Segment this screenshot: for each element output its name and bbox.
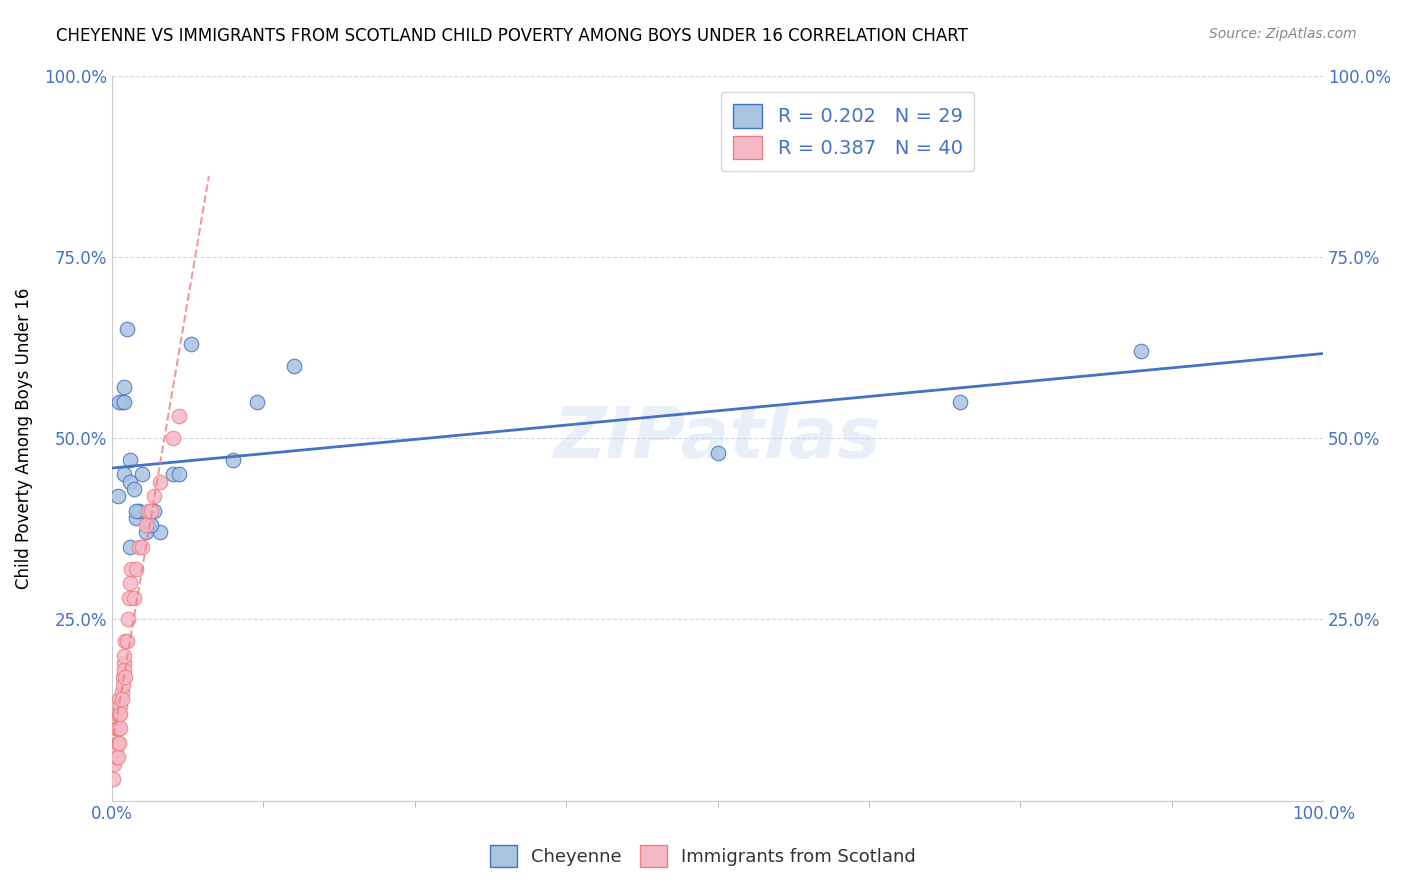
Point: [118, 591, 141, 605]
Point: [122, 591, 145, 605]
Point: [180, 336, 202, 351]
Point: [103, 772, 125, 786]
Point: [222, 452, 245, 467]
Point: [112, 380, 135, 394]
Point: [104, 743, 127, 757]
Point: [131, 540, 153, 554]
Point: [103, 757, 125, 772]
Point: [283, 359, 305, 373]
Point: [112, 467, 135, 482]
Point: [128, 540, 150, 554]
Point: [107, 489, 129, 503]
Point: [128, 503, 150, 517]
Legend: Cheyenne, Immigrants from Scotland: Cheyenne, Immigrants from Scotland: [482, 838, 924, 874]
Point: [107, 750, 129, 764]
Point: [117, 612, 139, 626]
Point: [105, 706, 128, 721]
Point: [110, 706, 132, 721]
Point: [125, 561, 148, 575]
Legend: R = 0.202   N = 29, R = 0.387   N = 40: R = 0.202 N = 29, R = 0.387 N = 40: [721, 93, 974, 171]
Point: [115, 322, 138, 336]
Point: [143, 503, 166, 517]
Text: Source: ZipAtlas.com: Source: ZipAtlas.com: [1209, 27, 1357, 41]
Point: [167, 409, 190, 424]
Point: [949, 394, 972, 409]
Text: CHEYENNE VS IMMIGRANTS FROM SCOTLAND CHILD POVERTY AMONG BOYS UNDER 16 CORRELATI: CHEYENNE VS IMMIGRANTS FROM SCOTLAND CHI…: [56, 27, 969, 45]
Point: [111, 692, 134, 706]
Point: [125, 511, 148, 525]
Y-axis label: Child Poverty Among Boys Under 16: Child Poverty Among Boys Under 16: [15, 287, 32, 589]
Point: [120, 475, 142, 489]
Point: [149, 525, 172, 540]
Point: [135, 525, 157, 540]
Point: [139, 503, 162, 517]
Point: [111, 677, 134, 691]
Point: [162, 467, 184, 482]
Point: [111, 394, 134, 409]
Point: [104, 750, 127, 764]
Point: [246, 394, 269, 409]
Point: [107, 721, 129, 735]
Point: [120, 452, 142, 467]
Point: [136, 503, 159, 517]
Point: [115, 634, 138, 648]
Point: [135, 518, 157, 533]
Point: [122, 482, 145, 496]
Point: [167, 467, 190, 482]
Point: [108, 706, 131, 721]
Point: [107, 736, 129, 750]
Point: [105, 721, 128, 735]
Point: [112, 394, 135, 409]
Text: ZIPatlas: ZIPatlas: [554, 403, 882, 473]
Point: [143, 489, 166, 503]
Point: [706, 445, 728, 459]
Point: [112, 656, 135, 670]
Point: [125, 503, 148, 517]
Point: [108, 692, 131, 706]
Point: [131, 467, 153, 482]
Point: [108, 394, 131, 409]
Point: [112, 648, 135, 663]
Point: [111, 670, 134, 684]
Point: [120, 576, 142, 591]
Point: [114, 670, 136, 684]
Point: [110, 721, 132, 735]
Point: [112, 663, 135, 677]
Point: [120, 540, 142, 554]
Point: [110, 699, 132, 714]
Point: [1130, 344, 1153, 359]
Point: [149, 475, 172, 489]
Point: [136, 518, 159, 533]
Point: [162, 431, 184, 445]
Point: [120, 561, 142, 575]
Point: [108, 736, 131, 750]
Point: [111, 685, 134, 699]
Point: [114, 634, 136, 648]
Point: [139, 518, 162, 533]
